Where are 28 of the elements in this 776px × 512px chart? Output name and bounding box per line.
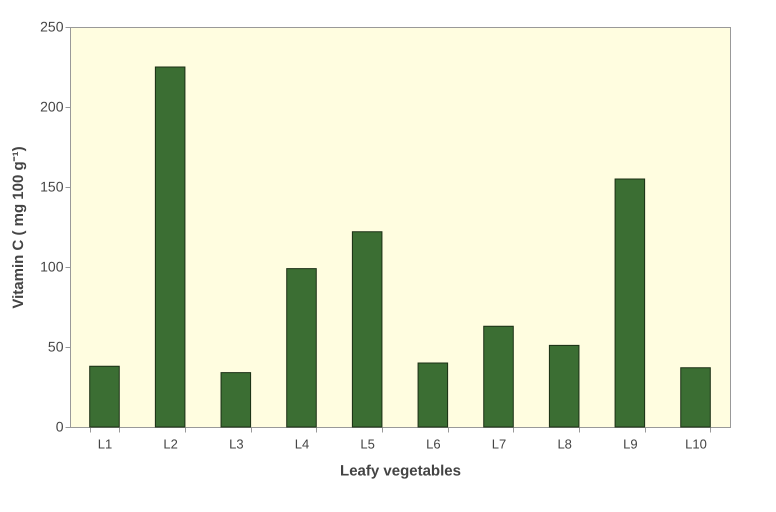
y-tick-label: 200 [40, 98, 64, 114]
bar [352, 231, 382, 428]
x-tick-label: L8 [557, 436, 572, 452]
bar [154, 66, 186, 428]
y-tick-label: 250 [40, 18, 64, 34]
x-tick-label: L1 [98, 436, 112, 452]
bar [680, 367, 711, 428]
bar [548, 344, 580, 428]
bar [418, 362, 448, 428]
y-axis-title: Vitamin C ( mg 100 g⁻¹) [10, 146, 28, 309]
bar [614, 178, 646, 428]
y-tick-label: 100 [40, 258, 64, 274]
y-tick-label: 50 [48, 338, 64, 354]
x-axis-title: Leafy vegetables [340, 462, 461, 480]
x-tick-label: L9 [623, 436, 638, 452]
bar [220, 372, 252, 428]
x-tick-label: L3 [229, 436, 244, 452]
x-tick-label: L5 [360, 436, 375, 452]
bar [483, 326, 514, 428]
bar [286, 268, 317, 428]
bar [89, 366, 120, 428]
x-tick-label: L6 [426, 436, 441, 452]
x-tick-label: L10 [685, 436, 707, 452]
x-tick-label: L7 [492, 436, 506, 452]
x-tick-label: L2 [163, 436, 178, 452]
x-tick-label: L4 [294, 436, 310, 452]
y-tick-label: 150 [40, 178, 64, 194]
y-tick-label: 0 [56, 418, 64, 434]
